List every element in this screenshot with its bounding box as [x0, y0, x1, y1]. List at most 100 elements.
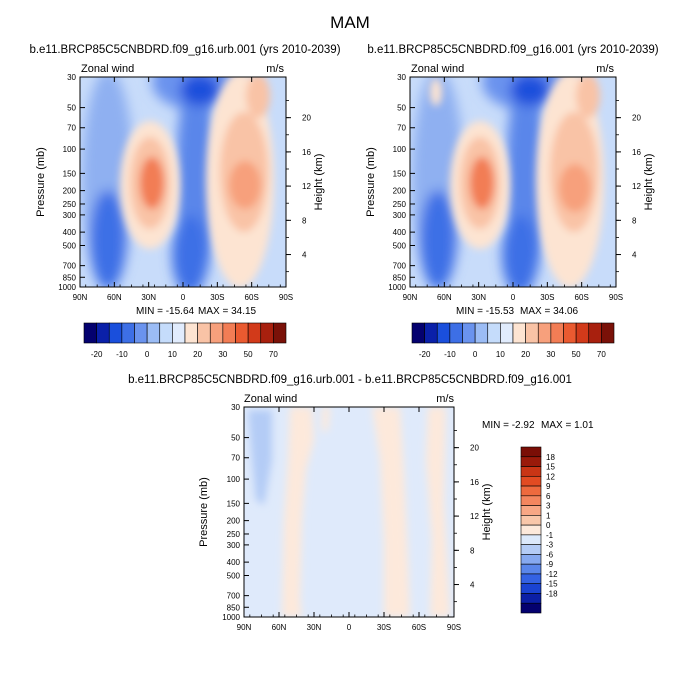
- panel-1-xtick-label: 60S: [245, 293, 259, 302]
- panel-3-ytick-label: 700: [227, 592, 241, 601]
- panel-3-colorbar-swatch: [520, 485, 542, 497]
- panel-1-colorbar-swatch: [235, 322, 249, 344]
- panel-3-colorbar-swatch: [520, 563, 542, 575]
- panel-2-ticks: 90N 60N 30N 0 30S 60S 90S 30 50 70 100 150 200 250 300…: [388, 73, 641, 302]
- panel-3-colorbar-label: 1: [546, 511, 551, 520]
- panel-3-xtick-label: 60N: [272, 623, 287, 632]
- panel-2-colorbar-label: 20: [521, 350, 530, 359]
- panel-1-colorbar-swatch: [172, 322, 186, 344]
- panel-1-colorbar-label: 30: [218, 350, 227, 359]
- panel-1-colorbar-label: 50: [244, 350, 253, 359]
- panel-1-colorbar-swatch: [121, 322, 135, 344]
- panel-3-colorbar-label: -15: [546, 580, 558, 589]
- panel-1-ytick-label: 70: [67, 124, 76, 133]
- panel-3-colorbar-swatch: [520, 534, 542, 545]
- panel-3-max: MAX = 1.01: [541, 420, 594, 431]
- panel-1-y2tick-label: 20: [302, 114, 311, 123]
- panel-2-xtick-label: 30N: [471, 293, 486, 302]
- panel-1-xtick-label: 90N: [73, 293, 88, 302]
- panel-1-colorbar-swatch: [134, 322, 148, 344]
- panel-1-colorbar-label: 10: [168, 350, 177, 359]
- panel-1-ytick-label: 400: [63, 228, 77, 237]
- panel-2-y2label: Height (km): [643, 154, 655, 211]
- panel-2-colorbar-swatch: [487, 322, 501, 344]
- panel-1-min: MIN = -15.64: [136, 306, 195, 317]
- panel-3-colorbar-label: -12: [546, 570, 558, 579]
- panel-3-ylabel: Pressure (mb): [198, 477, 210, 547]
- panel-2-colorbar-swatch: [424, 322, 438, 344]
- panel-3-y2tick-label: 4: [470, 581, 475, 590]
- panel-1-y2tick-label: 12: [302, 182, 311, 191]
- panel-2-colorbar-swatch: [563, 322, 577, 344]
- panel-2-ytick-label: 700: [393, 262, 407, 271]
- panel-2-ytick-label: 500: [393, 241, 407, 250]
- panel-3-xtick-label: 30S: [377, 623, 391, 632]
- panel-2-colorbar: -20 -10 0 10 20 30 50 70: [411, 322, 615, 359]
- panel-3-ytick-label: 1000: [222, 613, 240, 622]
- panel-2-xtick-label: 60N: [437, 293, 452, 302]
- panel-2-colorbar-swatch: [575, 322, 590, 344]
- panel-3-ytick-label: 400: [227, 558, 241, 567]
- panel-2-ytick-label: 50: [397, 104, 406, 113]
- panel-2-ytick-label: 200: [393, 187, 407, 196]
- panel-1-ytick-label: 150: [63, 169, 77, 178]
- panel-3-units: m/s: [436, 393, 454, 405]
- panel-1-ytick-label: 700: [63, 262, 77, 271]
- panel-1-colorbar-swatch: [108, 322, 123, 344]
- panel-1-units: m/s: [266, 63, 284, 75]
- panel-3-xtick-label: 90N: [237, 623, 252, 632]
- panel-3-colorbar-label: -6: [546, 550, 554, 559]
- panel-2-colorbar-swatch: [474, 322, 489, 344]
- panel-3-colorbar-label: 0: [546, 521, 551, 530]
- panel-3-ytick-label: 200: [227, 517, 241, 526]
- panel-3-colorbar-swatch: [520, 475, 542, 487]
- panel-3-colorbar-label: -18: [546, 589, 558, 598]
- panel-1-y2tick-label: 4: [302, 251, 307, 260]
- panel-2-ytick-label: 400: [393, 228, 407, 237]
- panel-3-xtick-label: 0: [347, 623, 352, 632]
- panel-2-ylabel: Pressure (mb): [365, 147, 377, 217]
- panel-3-variable: Zonal wind: [244, 393, 297, 405]
- panel-2-ytick-label: 70: [397, 124, 406, 133]
- panel-2-units: m/s: [596, 63, 614, 75]
- panel-2-min: MIN = -15.53: [456, 306, 515, 317]
- panel-3-y2tick-label: 20: [470, 444, 479, 453]
- panel-3-colorbar-label: -9: [546, 560, 554, 569]
- panel-2-y2tick-label: 4: [632, 251, 637, 260]
- panel-3-ytick-label: 70: [231, 454, 240, 463]
- panel-1-colorbar-swatch: [96, 322, 110, 344]
- panel-1-ylabel: Pressure (mb): [35, 147, 47, 217]
- panel-3-colorbar-swatch: [520, 583, 542, 594]
- panel-3-title: b.e11.BRCP85C5CNBDRD.f09_g16.urb.001 - b…: [128, 374, 572, 386]
- panel-2-ytick-label: 850: [393, 273, 407, 282]
- panel-3-colorbar-swatch: [520, 602, 542, 614]
- panel-2-colorbar-swatch: [462, 322, 476, 344]
- panel-3-ytick-label: 150: [227, 499, 241, 508]
- panel-1-ytick-label: 30: [67, 73, 76, 82]
- panel-3-ytick-label: 500: [227, 571, 241, 580]
- panel-2-colorbar-label: -20: [419, 350, 431, 359]
- panel-2-ytick-label: 250: [393, 200, 407, 209]
- panel-3-colorbar-swatch: [520, 593, 542, 604]
- panel-3-ticks: 90N 60N 30N 0 30S 60S 90S 30 50 70 100 150 200 250 300…: [222, 403, 479, 632]
- panel-1-max: MAX = 34.15: [198, 306, 257, 317]
- panel-1-xtick-label: 30N: [141, 293, 156, 302]
- panel-3-field: [244, 407, 454, 617]
- panel-1-ticks: 90N 60N 30N 0 30S 60S 90S 30 50 70 100 150 200 250 300…: [58, 73, 311, 302]
- panel-1-y2tick-label: 8: [302, 216, 307, 225]
- panel-1-colorbar-swatch: [209, 322, 224, 344]
- panel-1-colorbar-swatch: [184, 322, 198, 344]
- panel-3-colorbar-label: -3: [546, 541, 554, 550]
- panel-3: b.e11.BRCP85C5CNBDRD.f09_g16.urb.001 - b…: [128, 374, 594, 632]
- panel-2-title: b.e11.BRCP85C5CNBDRD.f09_g16.001 (yrs 20…: [367, 44, 658, 56]
- panel-1-ytick-label: 250: [63, 200, 77, 209]
- panel-3-colorbar-swatch: [520, 466, 542, 477]
- panel-1-xtick-label: 60N: [107, 293, 122, 302]
- panel-3-ytick-label: 850: [227, 603, 241, 612]
- panel-1-ytick-label: 500: [63, 241, 77, 250]
- panel-2-colorbar-label: 30: [546, 350, 555, 359]
- panel-3-colorbar-label: 3: [546, 502, 551, 511]
- panel-3-colorbar-swatch: [520, 524, 542, 536]
